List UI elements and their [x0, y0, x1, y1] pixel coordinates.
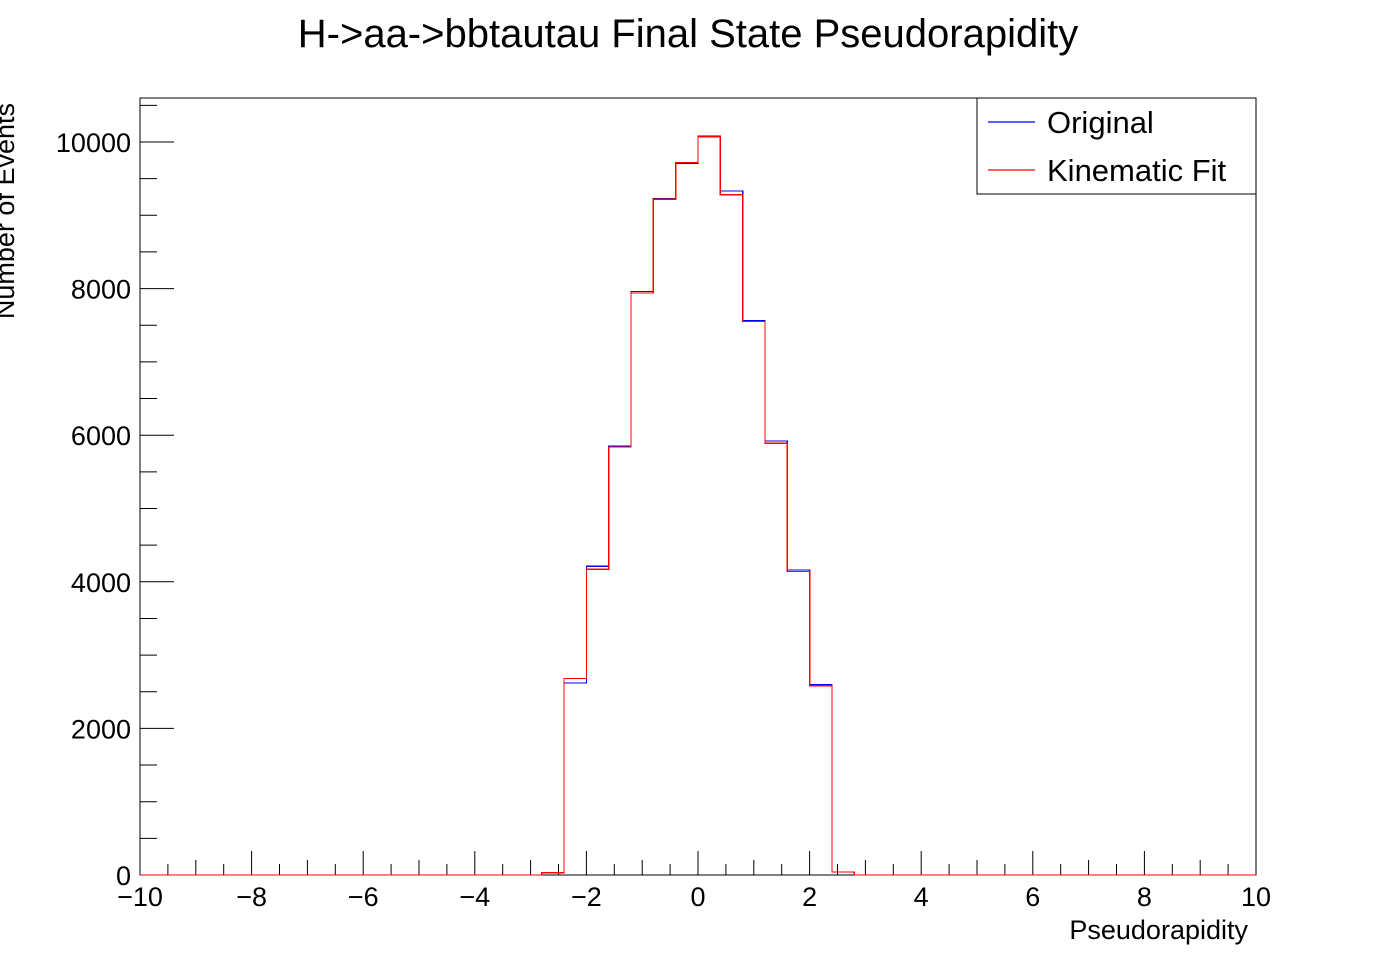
y-tick-label: 4000 — [71, 568, 131, 598]
x-axis: −10 −8 −6 −4 −2 0 2 4 6 8 10 — [117, 851, 1271, 912]
x-tick-label: −2 — [571, 882, 602, 912]
y-axis: 0 2000 4000 6000 8000 10000 — [56, 104, 174, 891]
x-tick-label: 10 — [1241, 882, 1271, 912]
x-tick-label: 0 — [690, 882, 705, 912]
x-tick-label: −4 — [459, 882, 490, 912]
y-tick-label: 6000 — [71, 421, 131, 451]
x-tick-label: −6 — [348, 882, 379, 912]
x-axis-label: Pseudorapidity — [1069, 915, 1248, 945]
y-axis-label: Number of Events — [0, 103, 20, 319]
y-tick-label: 10000 — [56, 128, 131, 158]
y-tick-label: 0 — [116, 861, 131, 891]
legend-label: Original — [1047, 105, 1154, 140]
series-layer — [140, 135, 1256, 876]
x-tick-label: 6 — [1025, 882, 1040, 912]
x-tick-label: 8 — [1137, 882, 1152, 912]
series-line-kinematic-fit — [140, 136, 1256, 876]
series-line-original — [140, 135, 1256, 876]
plot-frame — [139, 97, 1257, 876]
x-tick-label: 2 — [802, 882, 817, 912]
x-tick-label: −8 — [236, 882, 267, 912]
y-tick-label: 2000 — [71, 714, 131, 744]
x-tick-label: −10 — [117, 882, 163, 912]
y-tick-label: 8000 — [71, 275, 131, 305]
legend-box — [976, 97, 1257, 195]
legend: Original Kinematic Fit — [976, 97, 1257, 195]
legend-label: Kinematic Fit — [1047, 153, 1227, 188]
chart-title: H->aa->bbtautau Final State Pseudorapidi… — [298, 12, 1079, 56]
x-tick-label: 4 — [914, 882, 929, 912]
